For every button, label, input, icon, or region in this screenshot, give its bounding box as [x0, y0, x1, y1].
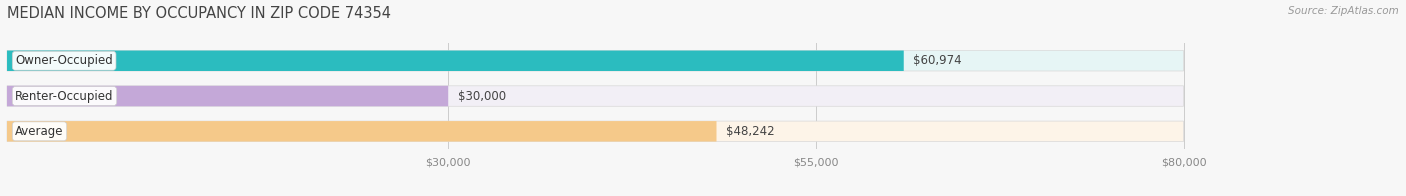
Text: $48,242: $48,242 — [725, 125, 775, 138]
Text: Owner-Occupied: Owner-Occupied — [15, 54, 112, 67]
FancyBboxPatch shape — [7, 51, 1184, 71]
Text: Source: ZipAtlas.com: Source: ZipAtlas.com — [1288, 6, 1399, 16]
Text: MEDIAN INCOME BY OCCUPANCY IN ZIP CODE 74354: MEDIAN INCOME BY OCCUPANCY IN ZIP CODE 7… — [7, 6, 391, 21]
FancyBboxPatch shape — [7, 121, 717, 142]
FancyBboxPatch shape — [7, 51, 904, 71]
Text: Renter-Occupied: Renter-Occupied — [15, 90, 114, 103]
Text: $60,974: $60,974 — [912, 54, 962, 67]
FancyBboxPatch shape — [7, 86, 1184, 106]
FancyBboxPatch shape — [7, 86, 449, 106]
FancyBboxPatch shape — [7, 121, 1184, 142]
Text: Average: Average — [15, 125, 63, 138]
Text: $30,000: $30,000 — [457, 90, 506, 103]
